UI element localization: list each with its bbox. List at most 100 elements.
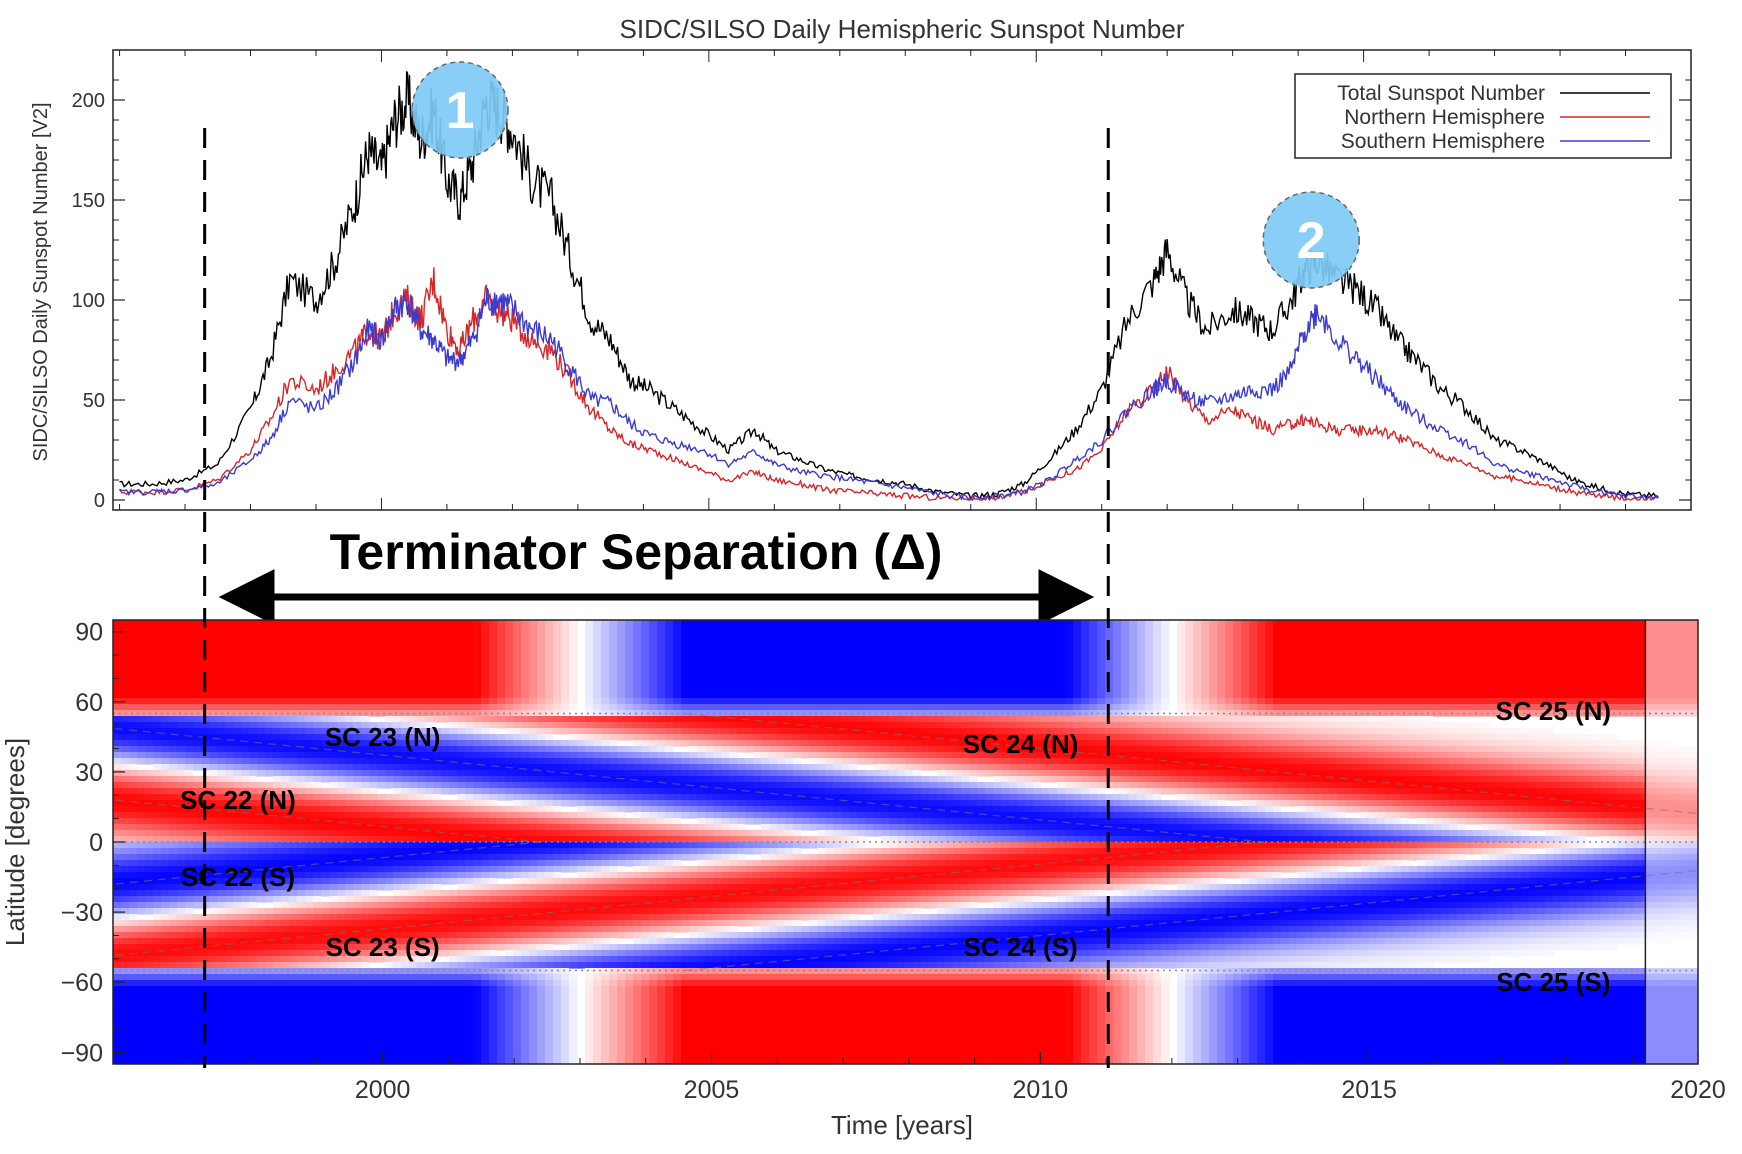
- heatmap-cell: [193, 824, 202, 831]
- heatmap-cell: [625, 968, 634, 975]
- heatmap-cell: [265, 932, 274, 939]
- heatmap-cells: [113, 620, 1698, 1064]
- heatmap-cell: [129, 800, 138, 807]
- heatmap-cell: [609, 800, 618, 807]
- heatmap-cell: [361, 848, 370, 855]
- heatmap-cell: [473, 986, 482, 993]
- heatmap-cell: [209, 1040, 218, 1047]
- heatmap-cell: [377, 746, 386, 753]
- heatmap-cell: [641, 944, 650, 951]
- heatmap-cell: [265, 674, 274, 681]
- heatmap-cell: [289, 1028, 298, 1035]
- heatmap-cell: [505, 914, 514, 921]
- heatmap-cell: [585, 950, 594, 957]
- heatmap-cell: [137, 1034, 146, 1041]
- heatmap-cell: [361, 914, 370, 921]
- heatmap-cell: [593, 776, 602, 783]
- heatmap-cell: [481, 884, 490, 891]
- heatmap-cell: [417, 890, 426, 897]
- heatmap-cell: [537, 956, 546, 963]
- heatmap-cell: [417, 1058, 426, 1064]
- heatmap-cell: [121, 734, 130, 741]
- heatmap-cell: [249, 866, 258, 873]
- heatmap-cell: [601, 1040, 610, 1047]
- heatmap-cell: [633, 806, 642, 813]
- heatmap-cell: [385, 992, 394, 999]
- heatmap-cell: [633, 728, 642, 735]
- heatmap-cell: [305, 890, 314, 897]
- heatmap-cell: [137, 968, 146, 975]
- heatmap-cell: [473, 656, 482, 663]
- heatmap-cell: [329, 884, 338, 891]
- heatmap-cell: [385, 824, 394, 831]
- heatmap-cell: [481, 722, 490, 729]
- heatmap-cell: [465, 962, 474, 969]
- heatmap-cell: [569, 644, 578, 651]
- heatmap-cell: [369, 626, 378, 633]
- heatmap-cell: [497, 908, 506, 915]
- heatmap-cell: [537, 986, 546, 993]
- heatmap-cell: [569, 632, 578, 639]
- heatmap-cell: [641, 728, 650, 735]
- heatmap-cell: [289, 836, 298, 843]
- heatmap-cell: [489, 800, 498, 807]
- heatmap-cell: [393, 1058, 402, 1064]
- heatmap-cell: [281, 692, 290, 699]
- heatmap-cell: [121, 794, 130, 801]
- heatmap-cell: [193, 842, 202, 849]
- heatmap-cell: [521, 980, 530, 987]
- heatmap-cell: [481, 1028, 490, 1035]
- heatmap-cell: [281, 1004, 290, 1011]
- heatmap-cell: [641, 866, 650, 873]
- heatmap-cell: [297, 830, 306, 837]
- heatmap-cell: [353, 1034, 362, 1041]
- heatmap-cell: [137, 836, 146, 843]
- heatmap-cell: [481, 800, 490, 807]
- heatmap-cell: [489, 986, 498, 993]
- heatmap-cell: [417, 938, 426, 945]
- heatmap-cell: [113, 776, 122, 783]
- heatmap-cell: [281, 728, 290, 735]
- heatmap-cell: [497, 764, 506, 771]
- heatmap-cell: [417, 926, 426, 933]
- heatmap-cell: [369, 782, 378, 789]
- heatmap-cell: [609, 938, 618, 945]
- heatmap-cell: [361, 650, 370, 657]
- heatmap-cell: [609, 1052, 618, 1059]
- heatmap-cell: [369, 1046, 378, 1053]
- heatmap-cell: [321, 932, 330, 939]
- heatmap-cell: [185, 770, 194, 777]
- heatmap-cell: [465, 926, 474, 933]
- heatmap-cell: [321, 872, 330, 879]
- heatmap-cell: [153, 860, 162, 867]
- heatmap-cell: [313, 794, 322, 801]
- heatmap-cell: [241, 1052, 250, 1059]
- heatmap-cell: [329, 986, 338, 993]
- heatmap-cell: [297, 650, 306, 657]
- heatmap-cell: [177, 698, 186, 705]
- heatmap-cell: [537, 728, 546, 735]
- heatmap-cell: [545, 1022, 554, 1029]
- heatmap-cell: [129, 1052, 138, 1059]
- heatmap-cell: [113, 740, 122, 747]
- heatmap-cell: [465, 686, 474, 693]
- heatmap-cell: [641, 752, 650, 759]
- heatmap-cell: [441, 1058, 450, 1064]
- heatmap-cell: [617, 698, 626, 705]
- heatmap-cell: [553, 788, 562, 795]
- heatmap-cell: [297, 974, 306, 981]
- heatmap-cell: [433, 1046, 442, 1053]
- heatmap-cell: [441, 1034, 450, 1041]
- heatmap-cell: [249, 902, 258, 909]
- heatmap-cell: [449, 764, 458, 771]
- heatmap-cell: [249, 632, 258, 639]
- heatmap-cell: [121, 1052, 130, 1059]
- heatmap-cell: [401, 914, 410, 921]
- heatmap-cell: [353, 746, 362, 753]
- heatmap-cell: [545, 956, 554, 963]
- heatmap-cell: [545, 740, 554, 747]
- heatmap-cell: [361, 800, 370, 807]
- heatmap-cell: [305, 872, 314, 879]
- heatmap-cell: [313, 926, 322, 933]
